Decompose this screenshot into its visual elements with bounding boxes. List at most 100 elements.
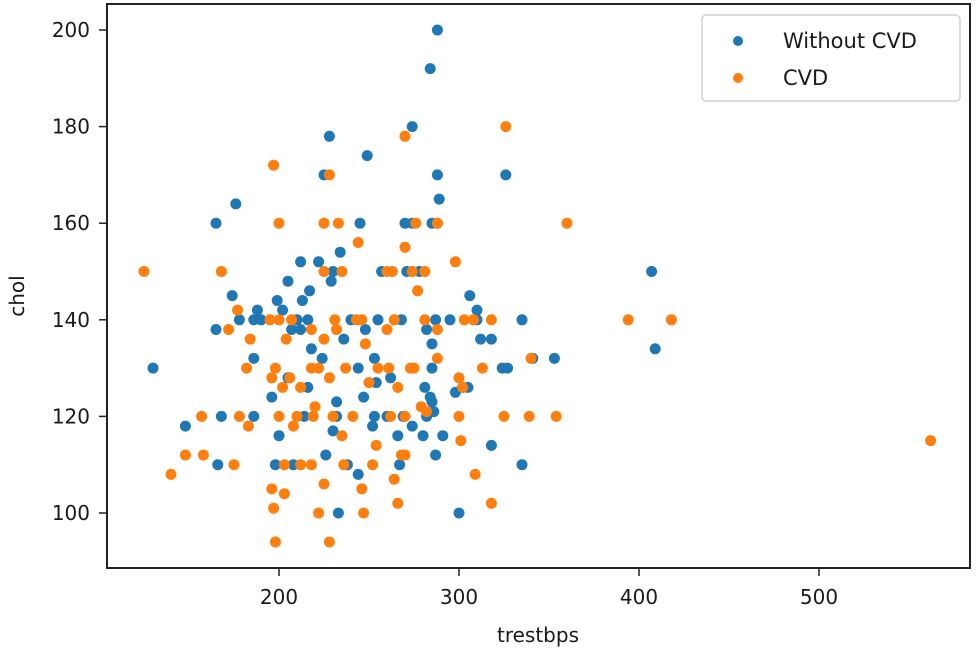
data-point bbox=[266, 372, 278, 384]
data-point bbox=[395, 449, 407, 461]
data-point bbox=[392, 430, 404, 442]
data-point bbox=[197, 449, 209, 461]
data-point bbox=[485, 314, 497, 326]
data-point bbox=[386, 266, 398, 277]
data-point bbox=[291, 410, 303, 422]
data-point bbox=[313, 507, 325, 519]
data-point bbox=[338, 459, 350, 471]
data-point bbox=[233, 314, 245, 326]
data-point bbox=[278, 488, 290, 500]
data-point bbox=[305, 459, 317, 471]
legend-label-cvd: CVD bbox=[783, 66, 828, 90]
data-point bbox=[230, 198, 242, 210]
data-point bbox=[449, 256, 461, 268]
data-point bbox=[354, 217, 366, 229]
data-point bbox=[412, 285, 424, 297]
data-point bbox=[268, 159, 280, 171]
data-point bbox=[419, 266, 431, 277]
data-point bbox=[210, 324, 222, 335]
data-point bbox=[408, 362, 420, 374]
data-point bbox=[356, 483, 368, 495]
data-point bbox=[388, 473, 400, 485]
data-point bbox=[295, 381, 307, 393]
data-point bbox=[196, 410, 208, 422]
data-point bbox=[417, 430, 429, 442]
data-point bbox=[433, 193, 445, 205]
legend: Without CVD CVD bbox=[701, 14, 961, 102]
data-point bbox=[476, 362, 488, 374]
data-point bbox=[516, 314, 528, 326]
data-point bbox=[266, 483, 278, 495]
data-point bbox=[323, 536, 335, 548]
data-point bbox=[269, 536, 281, 548]
legend-marker-without-cvd bbox=[733, 36, 743, 46]
data-point bbox=[273, 430, 285, 442]
x-axis-label: trestbps bbox=[497, 623, 579, 647]
data-point bbox=[179, 449, 191, 461]
data-point bbox=[280, 333, 292, 345]
data-point bbox=[453, 372, 465, 384]
data-point bbox=[399, 241, 411, 253]
data-point bbox=[457, 381, 469, 393]
data-point bbox=[367, 459, 379, 471]
y-axis-ticks: 100 120 140 160 180 200 bbox=[52, 18, 107, 525]
data-point bbox=[561, 217, 573, 229]
data-point bbox=[421, 324, 433, 335]
x-tick-label: 300 bbox=[440, 585, 478, 609]
data-point bbox=[338, 333, 350, 345]
series-without-cvd bbox=[147, 24, 661, 519]
data-point bbox=[453, 507, 465, 519]
data-point bbox=[313, 362, 325, 374]
data-point bbox=[318, 478, 330, 490]
data-point bbox=[550, 410, 562, 422]
data-point bbox=[305, 343, 317, 355]
data-point bbox=[431, 324, 443, 335]
data-point bbox=[295, 256, 307, 268]
data-point bbox=[255, 314, 267, 326]
legend-box bbox=[701, 14, 961, 102]
data-point bbox=[277, 381, 289, 393]
data-point bbox=[368, 410, 380, 422]
data-point bbox=[268, 502, 280, 514]
data-point bbox=[424, 63, 436, 75]
x-axis-ticks: 200 300 400 500 bbox=[260, 568, 838, 609]
data-point bbox=[548, 352, 560, 364]
data-point bbox=[232, 304, 244, 316]
data-point bbox=[437, 430, 449, 442]
data-point bbox=[336, 266, 348, 277]
data-point bbox=[406, 121, 418, 133]
data-point bbox=[302, 314, 314, 326]
data-point bbox=[467, 314, 479, 326]
data-point bbox=[334, 246, 346, 258]
data-point bbox=[320, 449, 332, 461]
y-tick-label: 160 bbox=[52, 211, 90, 235]
series-cvd bbox=[138, 121, 937, 548]
data-point bbox=[453, 410, 465, 422]
y-tick-label: 180 bbox=[52, 115, 90, 139]
data-point bbox=[368, 352, 380, 364]
data-point bbox=[223, 324, 235, 335]
data-point bbox=[415, 401, 427, 413]
data-point bbox=[273, 314, 285, 326]
data-point bbox=[179, 420, 191, 432]
data-point bbox=[646, 266, 658, 277]
data-point bbox=[305, 324, 317, 335]
data-point bbox=[426, 362, 438, 374]
data-point bbox=[426, 338, 438, 350]
data-point bbox=[925, 435, 937, 447]
data-point bbox=[500, 169, 512, 181]
data-point bbox=[383, 362, 395, 374]
data-point bbox=[426, 396, 438, 408]
data-point bbox=[282, 275, 294, 287]
data-point bbox=[431, 352, 443, 364]
data-point bbox=[233, 410, 245, 422]
data-point bbox=[331, 324, 343, 335]
data-point bbox=[325, 275, 337, 287]
data-point bbox=[399, 410, 411, 422]
data-point bbox=[665, 314, 677, 326]
data-point bbox=[277, 304, 289, 316]
data-point bbox=[523, 410, 535, 422]
data-point bbox=[622, 314, 634, 326]
data-point bbox=[318, 217, 330, 229]
